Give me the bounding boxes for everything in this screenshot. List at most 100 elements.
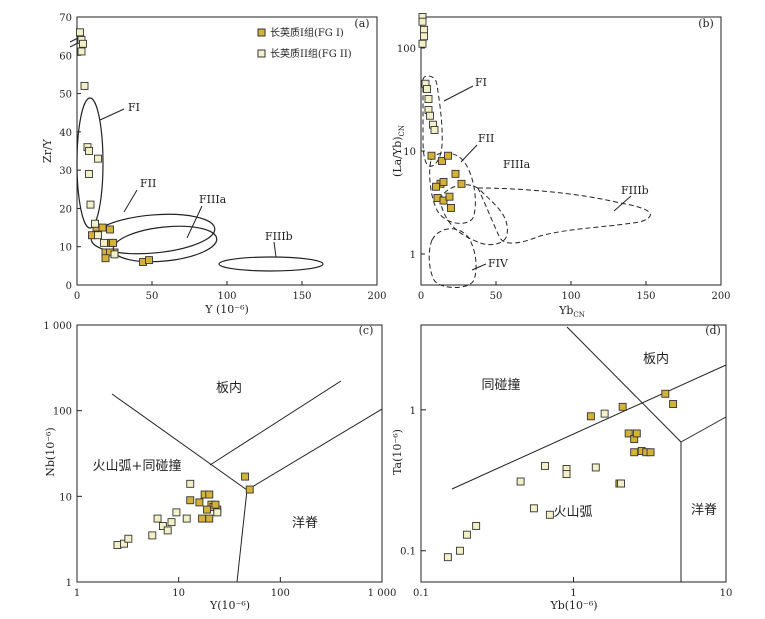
panel-c-ytick-label: 100 [53,407,72,418]
panel-a-field-label: FIIIa [199,193,227,206]
panel-b-point-fg1 [444,151,452,160]
panel-a-field-FIIIa [112,225,218,263]
panel-c-point-fg1 [203,505,211,514]
panel-a-point-fg2 [76,28,84,37]
panel-d-point-fg1 [661,389,670,398]
panel-c-point-fg1 [198,514,207,523]
panel-a-ytick-label: 40 [59,128,72,139]
panel-a-points [76,28,153,266]
panel-c-points [113,472,254,549]
panel-b-point-fg1 [439,178,448,186]
panel-a-point-fg2 [85,147,93,155]
panel-a-ytick-label: 0 [66,281,72,292]
panel-b-point-fg1 [445,192,454,201]
panel-d-point-fg2 [541,461,549,470]
panel-b: (b) FI FII FIIIa FIIIb FIV YbCN (La/Yb)C… [391,13,731,319]
panel-d-point-fg1 [630,448,639,457]
panel-d-boundary [451,364,727,490]
panel-b-point-fg2 [426,111,434,120]
legend-marker-fg1 [257,28,266,37]
panel-c-xtick-label: 1 000 [368,588,397,599]
panel-a-point-fg2 [91,219,99,228]
panel-d-ticks: 0.1 1 10 0.1 1 [400,406,732,599]
panel-a-field-FI [76,97,104,229]
panel-b-point-fg2 [418,39,427,48]
panel-b-field-label: FI [475,76,487,89]
panel-d: (d) 板内 同碰撞 火山弧 洋脊 Yb(10⁻⁶) Ta(10⁻⁶) 0.1 1… [391,324,732,612]
panel-b-xtick-label: 50 [490,291,503,302]
panel-c-point-fg1 [205,490,214,499]
panel-d-point-fg1 [624,429,633,438]
panel-a-xtick-label: 50 [146,291,159,302]
panel-a-point-fg2 [77,47,86,56]
panel-d-point-fg2 [516,477,525,486]
panel-c-field-label: 火山弧+同碰撞 [93,459,182,474]
panel-c-point-fg1 [186,496,195,505]
panel-a-field-label: FII [140,177,156,190]
panel-d-point-fg2 [455,546,464,555]
panel-c-point-fg2 [124,534,133,543]
panel-d-xlabel: Yb(10⁻⁶) [549,599,597,612]
panel-b-point-fg2 [423,85,431,93]
panel-c-ytick-label: 1 [66,578,72,589]
panel-b-ytick-label: 10 [403,147,416,158]
panel-c-label: (c) [359,324,374,337]
panel-c-point-fg1 [205,514,214,523]
panel-c-point-fg2 [113,541,122,549]
panel-a-ytick-label: 50 [59,90,72,101]
panel-a-point-fg2 [94,154,102,163]
panel-c-ylabel: Nb(10⁻⁶) [44,427,57,476]
panel-b-ylabel: (La/Yb)CN [391,125,406,177]
panel-c-point-fg2 [158,522,167,530]
panel-d-point-fg2 [617,479,625,488]
panel-b-pointer-FII [460,144,478,163]
panel-d-ylabel: Ta(10⁻⁶) [391,429,404,475]
panel-b-field-FII [429,152,476,224]
panel-a-point-fg1 [109,238,117,247]
panel-d-point-fg2 [529,504,538,513]
panel-c-ytick-label: 1 000 [43,321,72,332]
panel-b-point-fg1 [432,182,440,191]
panel-d-xtick-label: 10 [720,588,733,599]
panel-d-label: (d) [705,324,721,337]
panel-d-point-fg2 [545,510,554,519]
panel-c-point-fg2 [120,539,128,548]
panel-b-point-fg2 [418,17,427,26]
panel-b-field-FI [422,75,443,167]
panel-b-point-fg2 [420,32,428,41]
panel-b-point-fg1 [447,203,455,212]
panel-d-boundary [680,416,727,443]
panel-b-point-fg2 [420,25,428,34]
panel-b-xtick-label: 200 [711,291,730,302]
panel-d-point-fg2 [562,470,571,479]
panel-c-field-label: 洋脊 [292,516,318,531]
panel-d-field-label: 洋脊 [691,503,717,518]
panel-c-boundary [236,489,248,583]
panel-c-xtick-label: 100 [271,588,290,599]
panel-a-point-fg2 [86,200,95,209]
panel-b-point-fg2 [424,95,433,103]
panel-a-field-label: FI [128,101,140,114]
panel-a-point-fg2 [94,231,102,240]
panel-b-pointer-FI [443,85,474,102]
panel-b-point-fg1 [427,151,436,160]
panel-c: (c) 板内 火山弧+同碰撞 洋脊 Y(10⁻⁶) Nb(10⁻⁶) 11101… [43,321,396,612]
legend-label-fg1: 长英质I组(FG I) [270,26,344,39]
panel-a-point-fg1 [101,254,110,263]
panel-a-point-fg1 [98,223,107,232]
panel-a-field-FII [90,213,216,255]
panel-b-field-label: FIIIb [621,184,649,197]
panel-a-field-FIIIb [218,256,324,272]
panel-b-points [418,13,466,212]
panel-b-point-fg1 [451,169,460,178]
panel-c-boundary [111,393,248,491]
panel-c-ytick-label: 10 [59,492,72,503]
panel-b-field-FIIIa [439,184,508,246]
panel-c-point-fg2 [167,518,176,527]
panel-c-boundary [209,380,342,466]
panel-c-point-fg2 [172,508,181,517]
panel-c-boundary [246,408,383,491]
panel-a-point-fg2 [110,250,119,259]
panel-a-point-fg1 [106,225,114,234]
